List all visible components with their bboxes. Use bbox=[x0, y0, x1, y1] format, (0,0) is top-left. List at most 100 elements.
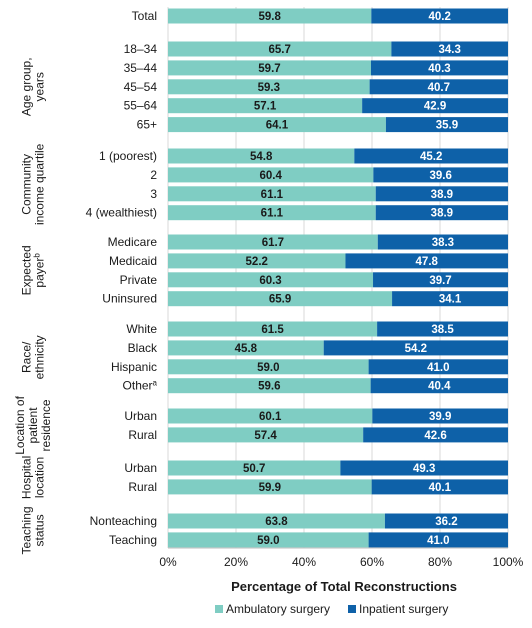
inpatient-bar bbox=[384, 513, 508, 529]
ambulatory-bar bbox=[168, 148, 355, 164]
category-label: 65+ bbox=[137, 118, 157, 132]
inpatient-value-label: 49.3 bbox=[413, 463, 435, 475]
ambulatory-value-label: 59.6 bbox=[258, 381, 280, 393]
inpatient-bar bbox=[323, 340, 508, 356]
group-label-line: Race/ bbox=[20, 341, 34, 373]
category-label: Nonteaching bbox=[90, 514, 157, 528]
ambulatory-value-label: 59.0 bbox=[257, 362, 279, 374]
category-label: Urban bbox=[124, 461, 157, 475]
category-label: 4 (wealthiest) bbox=[86, 206, 157, 220]
x-tick-label: 100% bbox=[493, 555, 524, 569]
inpatient-value-label: 38.5 bbox=[431, 324, 454, 336]
inpatient-value-label: 36.2 bbox=[435, 516, 457, 528]
ambulatory-value-label: 52.2 bbox=[246, 256, 268, 268]
x-tick-label: 0% bbox=[159, 555, 177, 569]
ambulatory-bar bbox=[168, 117, 386, 133]
legend-swatch-inpatient bbox=[348, 605, 356, 613]
category-label: Teaching bbox=[109, 533, 157, 547]
category-label: Medicare bbox=[108, 235, 158, 249]
category-labels: Total 18–34 35–44 45–54 55–64 65+ 1 (poorest) 2… bbox=[86, 9, 158, 547]
group-label-line: years bbox=[33, 72, 47, 101]
legend: Ambulatory surgery Inpatient surgery bbox=[215, 602, 448, 616]
inpatient-value-label: 38.9 bbox=[431, 189, 453, 201]
ambulatory-value-label: 64.1 bbox=[266, 120, 289, 132]
inpatient-bar bbox=[363, 427, 508, 443]
inpatient-value-label: 38.9 bbox=[431, 208, 453, 220]
legend-label-ambulatory: Ambulatory surgery bbox=[226, 602, 330, 616]
category-label: Othera bbox=[123, 378, 158, 393]
ambulatory-bar bbox=[168, 186, 376, 202]
inpatient-value-label: 42.6 bbox=[424, 430, 446, 442]
footnote-marker: b bbox=[32, 253, 41, 258]
inpatient-bar bbox=[392, 291, 508, 307]
category-label: White bbox=[126, 322, 157, 336]
inpatient-bar bbox=[373, 167, 508, 183]
ambulatory-value-label: 60.4 bbox=[259, 170, 282, 182]
category-label: Rural bbox=[128, 480, 157, 494]
ambulatory-bar bbox=[168, 340, 324, 356]
inpatient-bar bbox=[370, 60, 508, 76]
category-label: Private bbox=[120, 273, 158, 287]
group-labels: Age group,years Communityincome quartile E… bbox=[13, 57, 53, 554]
ambulatory-bar bbox=[168, 460, 341, 476]
ambulatory-value-label: 57.4 bbox=[254, 430, 277, 442]
inpatient-value-label: 54.2 bbox=[405, 343, 427, 355]
inpatient-bar bbox=[368, 359, 508, 375]
ambulatory-value-label: 59.8 bbox=[258, 11, 281, 23]
ambulatory-value-label: 61.1 bbox=[261, 189, 284, 201]
ambulatory-bar bbox=[168, 79, 370, 95]
category-label: Uninsured bbox=[102, 292, 157, 306]
ambulatory-bar bbox=[168, 234, 378, 250]
inpatient-bar bbox=[345, 253, 508, 269]
inpatient-bar bbox=[371, 479, 508, 495]
inpatient-bar bbox=[377, 234, 508, 250]
group-label: Teachingstatus bbox=[20, 506, 47, 554]
group-label-line: income quartile bbox=[33, 143, 47, 225]
ambulatory-value-label: 50.7 bbox=[243, 463, 265, 475]
group-label-line: status bbox=[33, 514, 47, 546]
ambulatory-bar bbox=[168, 532, 369, 548]
ambulatory-bar bbox=[168, 167, 374, 183]
ambulatory-value-label: 61.1 bbox=[261, 208, 284, 220]
inpatient-value-label: 34.1 bbox=[439, 294, 462, 306]
legend-swatch-ambulatory bbox=[215, 605, 223, 613]
ambulatory-value-label: 54.8 bbox=[250, 151, 273, 163]
x-tick-label: 80% bbox=[428, 555, 452, 569]
inpatient-value-label: 40.7 bbox=[428, 82, 450, 94]
group-label-line: Expected bbox=[20, 245, 34, 295]
inpatient-bar bbox=[373, 272, 508, 288]
group-label: Expectedpayerb bbox=[20, 245, 47, 295]
ambulatory-bar bbox=[168, 98, 363, 114]
group-label-line: payer bbox=[33, 258, 47, 288]
ambulatory-bar bbox=[168, 513, 385, 529]
inpatient-bar bbox=[391, 41, 508, 57]
inpatient-value-label: 39.7 bbox=[429, 275, 451, 287]
ambulatory-bar bbox=[168, 272, 374, 288]
group-label-line: Community bbox=[20, 154, 34, 215]
group-label: Hospitallocation bbox=[20, 456, 47, 499]
inpatient-value-label: 41.0 bbox=[427, 362, 449, 374]
x-axis-title: Percentage of Total Reconstructions bbox=[231, 579, 457, 594]
inpatient-bar bbox=[340, 460, 508, 476]
ambulatory-value-label: 59.7 bbox=[258, 63, 280, 75]
ambulatory-bar bbox=[168, 479, 372, 495]
category-label: 45–54 bbox=[124, 80, 158, 94]
ambulatory-value-label: 63.8 bbox=[265, 516, 288, 528]
legend-label-inpatient: Inpatient surgery bbox=[359, 602, 448, 616]
ambulatory-bar bbox=[168, 8, 372, 24]
x-tick-label: 20% bbox=[224, 555, 248, 569]
ambulatory-value-label: 65.9 bbox=[269, 294, 291, 306]
group-label-line: Teaching bbox=[20, 506, 34, 554]
inpatient-bar bbox=[370, 378, 508, 394]
inpatient-value-label: 40.2 bbox=[428, 11, 450, 23]
ambulatory-bar bbox=[168, 205, 376, 221]
inpatient-bar bbox=[362, 98, 508, 114]
ambulatory-value-label: 59.9 bbox=[259, 482, 281, 494]
category-label: 1 (poorest) bbox=[99, 149, 157, 163]
category-label: 35–44 bbox=[124, 61, 158, 75]
inpatient-value-label: 39.6 bbox=[429, 170, 451, 182]
ambulatory-bar bbox=[168, 378, 371, 394]
ambulatory-value-label: 60.3 bbox=[259, 275, 281, 287]
x-tick-label: 40% bbox=[292, 555, 316, 569]
group-label: Location ofpatientresidence bbox=[13, 395, 53, 454]
